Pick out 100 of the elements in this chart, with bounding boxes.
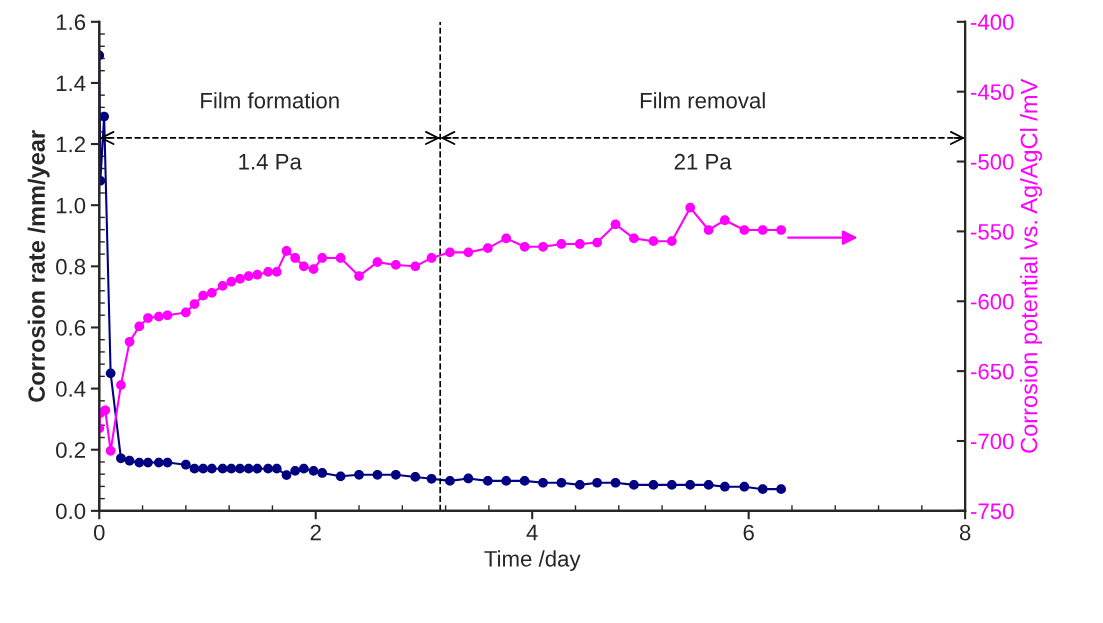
y-tick-label: 0.6 bbox=[56, 320, 86, 336]
point bbox=[105, 368, 116, 379]
point bbox=[308, 465, 319, 476]
point bbox=[739, 225, 750, 235]
point bbox=[390, 469, 401, 480]
point bbox=[556, 239, 567, 249]
point bbox=[610, 477, 621, 488]
point bbox=[426, 473, 437, 484]
x-tick-label: 0 bbox=[93, 524, 105, 541]
point bbox=[143, 457, 153, 468]
point bbox=[217, 463, 228, 474]
point bbox=[445, 247, 455, 258]
point bbox=[410, 472, 421, 482]
y-axis-title: Corrosion rate /mm/year bbox=[27, 130, 50, 402]
annotation: Film removal bbox=[640, 92, 765, 109]
point bbox=[180, 307, 191, 318]
point bbox=[372, 469, 383, 480]
point bbox=[281, 470, 292, 480]
point bbox=[99, 111, 109, 122]
point bbox=[410, 261, 421, 272]
point bbox=[629, 480, 639, 490]
point bbox=[482, 243, 493, 254]
y-tick-label: 0.0 bbox=[56, 503, 86, 520]
point bbox=[226, 276, 237, 287]
point bbox=[372, 257, 383, 267]
point bbox=[235, 274, 245, 284]
point bbox=[666, 236, 677, 247]
point bbox=[206, 288, 217, 298]
point bbox=[198, 290, 209, 301]
point bbox=[703, 225, 714, 235]
point bbox=[226, 463, 237, 474]
point bbox=[189, 299, 200, 309]
y2-axis-title: Corrosion potential vs. Ag/AgCl /mV bbox=[1020, 78, 1043, 453]
y-tick-label: 0.8 bbox=[56, 258, 86, 275]
point bbox=[592, 477, 602, 488]
point bbox=[271, 267, 282, 277]
point bbox=[739, 481, 750, 492]
point bbox=[519, 476, 530, 486]
point bbox=[757, 225, 768, 235]
point bbox=[217, 281, 228, 291]
point bbox=[162, 457, 173, 468]
point bbox=[757, 484, 768, 495]
point bbox=[592, 237, 602, 248]
point bbox=[180, 459, 191, 470]
point bbox=[538, 241, 548, 252]
y2-tick-label: -700 bbox=[970, 433, 1014, 450]
point bbox=[308, 264, 319, 274]
point bbox=[252, 269, 263, 280]
point bbox=[501, 476, 512, 486]
point bbox=[390, 260, 401, 270]
point bbox=[116, 453, 126, 464]
point bbox=[666, 480, 677, 490]
point bbox=[463, 473, 474, 484]
point bbox=[263, 267, 273, 277]
x-tick-label: 2 bbox=[310, 524, 321, 541]
point bbox=[538, 477, 548, 488]
y-tick-label: 1.0 bbox=[56, 197, 86, 214]
point bbox=[252, 463, 263, 474]
point bbox=[124, 336, 135, 347]
point bbox=[243, 463, 254, 474]
point bbox=[124, 455, 135, 466]
x-tick-label: 8 bbox=[959, 524, 971, 541]
point bbox=[482, 476, 493, 486]
point bbox=[335, 471, 346, 482]
y2-tick-label: -550 bbox=[970, 223, 1014, 240]
point bbox=[719, 481, 730, 492]
point bbox=[290, 253, 301, 263]
annotation: Film formation bbox=[201, 92, 339, 109]
point bbox=[263, 463, 273, 474]
point bbox=[574, 480, 585, 490]
point bbox=[354, 271, 364, 281]
point bbox=[445, 476, 455, 486]
point bbox=[134, 457, 145, 468]
point bbox=[719, 215, 730, 226]
point bbox=[298, 463, 309, 474]
point bbox=[648, 236, 659, 247]
point bbox=[335, 253, 346, 263]
y-tick-label: 1.2 bbox=[56, 136, 85, 153]
point bbox=[243, 271, 254, 281]
point bbox=[271, 463, 282, 474]
point bbox=[317, 468, 328, 478]
point bbox=[290, 465, 301, 476]
annotation: 1.4 Pa bbox=[239, 154, 302, 170]
y-tick-label: 1.6 bbox=[56, 14, 86, 31]
point bbox=[143, 313, 153, 323]
y2-tick-label: -400 bbox=[970, 14, 1014, 31]
x-axis-title: Time /day bbox=[484, 550, 581, 572]
point bbox=[235, 463, 245, 474]
point bbox=[198, 463, 209, 474]
y-tick-label: 0.2 bbox=[56, 442, 85, 458]
point bbox=[703, 480, 714, 490]
point bbox=[153, 457, 164, 468]
point bbox=[648, 480, 659, 490]
y2-tick-label: -750 bbox=[970, 503, 1014, 520]
point bbox=[206, 463, 217, 474]
point bbox=[501, 233, 512, 244]
point bbox=[100, 405, 111, 416]
y2-tick-label: -650 bbox=[970, 363, 1014, 380]
point bbox=[463, 247, 474, 258]
point bbox=[189, 463, 200, 474]
